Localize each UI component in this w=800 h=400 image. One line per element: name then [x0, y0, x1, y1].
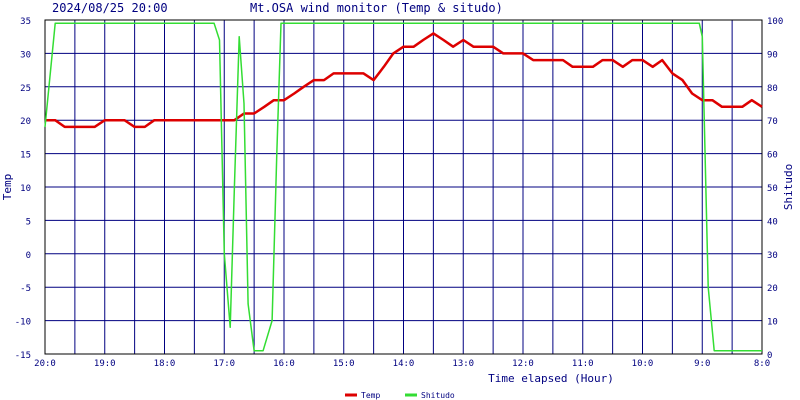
grid	[45, 20, 762, 354]
left-axis-tick-label: 15	[20, 151, 31, 161]
x-axis-tick-label: 17:0	[213, 359, 235, 369]
legend-label: Shitudo	[421, 391, 455, 400]
left-axis-tick-label: 10	[20, 184, 31, 194]
right-axis-tick-label: 30	[767, 251, 778, 261]
left-axis-tick-label: 5	[26, 217, 31, 227]
left-axis-tick-label: 35	[20, 17, 31, 27]
x-axis-tick-label: 20:0	[34, 359, 56, 369]
left-axis-tick-label: -10	[15, 318, 31, 328]
right-axis-tick-label: 70	[767, 117, 778, 127]
right-axis-tick-label: 40	[767, 217, 778, 227]
legend-label: Temp	[361, 391, 380, 400]
x-axis-ticks: 20:0 19:0 18:0 17:0 16:0 15:0 14:0 13:0 12:0 11:0…	[34, 359, 770, 369]
right-axis-tick-label: 90	[767, 50, 778, 60]
left-axis-tick-label: -15	[15, 351, 31, 361]
x-axis-tick-label: 14:0	[393, 359, 415, 369]
x-axis-tick-label: 15:0	[333, 359, 355, 369]
x-axis-tick-label: 8:0	[754, 359, 770, 369]
right-axis-tick-label: 0	[767, 351, 772, 361]
legend: Temp Shitudo	[345, 391, 455, 400]
right-axis-label: Shitudo	[782, 164, 795, 210]
x-axis-label: Time elapsed (Hour)	[488, 372, 614, 385]
x-axis-tick-label: 11:0	[572, 359, 594, 369]
right-axis-tick-label: 80	[767, 84, 778, 94]
x-axis-tick-label: 9:0	[694, 359, 710, 369]
left-axis-tick-label: 25	[20, 84, 31, 94]
left-axis-ticks: 35 30 25 20 15 10 5 0 -5 -10 -15	[15, 17, 31, 361]
right-axis-tick-label: 50	[767, 184, 778, 194]
left-axis-tick-label: 30	[20, 50, 31, 60]
x-axis-tick-label: 18:0	[154, 359, 176, 369]
x-axis-tick-label: 12:0	[512, 359, 534, 369]
series-line-temp	[45, 32, 763, 129]
left-axis-tick-label: 0	[26, 251, 31, 261]
chart-title: Mt.OSA wind monitor (Temp & situdo)	[250, 1, 503, 15]
series-lines	[44, 22, 763, 352]
x-axis-tick-label: 10:0	[632, 359, 654, 369]
series-line-shitudo	[44, 22, 762, 352]
timestamp-label: 2024/08/25 20:00	[52, 1, 168, 15]
right-axis-tick-label: 20	[767, 284, 778, 294]
right-axis-tick-label: 100	[767, 17, 783, 27]
left-axis-tick-label: -5	[20, 284, 31, 294]
x-axis-tick-label: 19:0	[94, 359, 116, 369]
left-axis-tick-label: 20	[20, 117, 31, 127]
left-axis-label: Temp	[1, 174, 14, 201]
plot-frame	[44, 19, 763, 355]
right-axis-tick-label: 60	[767, 151, 778, 161]
right-axis-tick-label: 10	[767, 318, 778, 328]
x-axis-tick-label: 13:0	[452, 359, 474, 369]
x-axis-tick-label: 16:0	[273, 359, 295, 369]
